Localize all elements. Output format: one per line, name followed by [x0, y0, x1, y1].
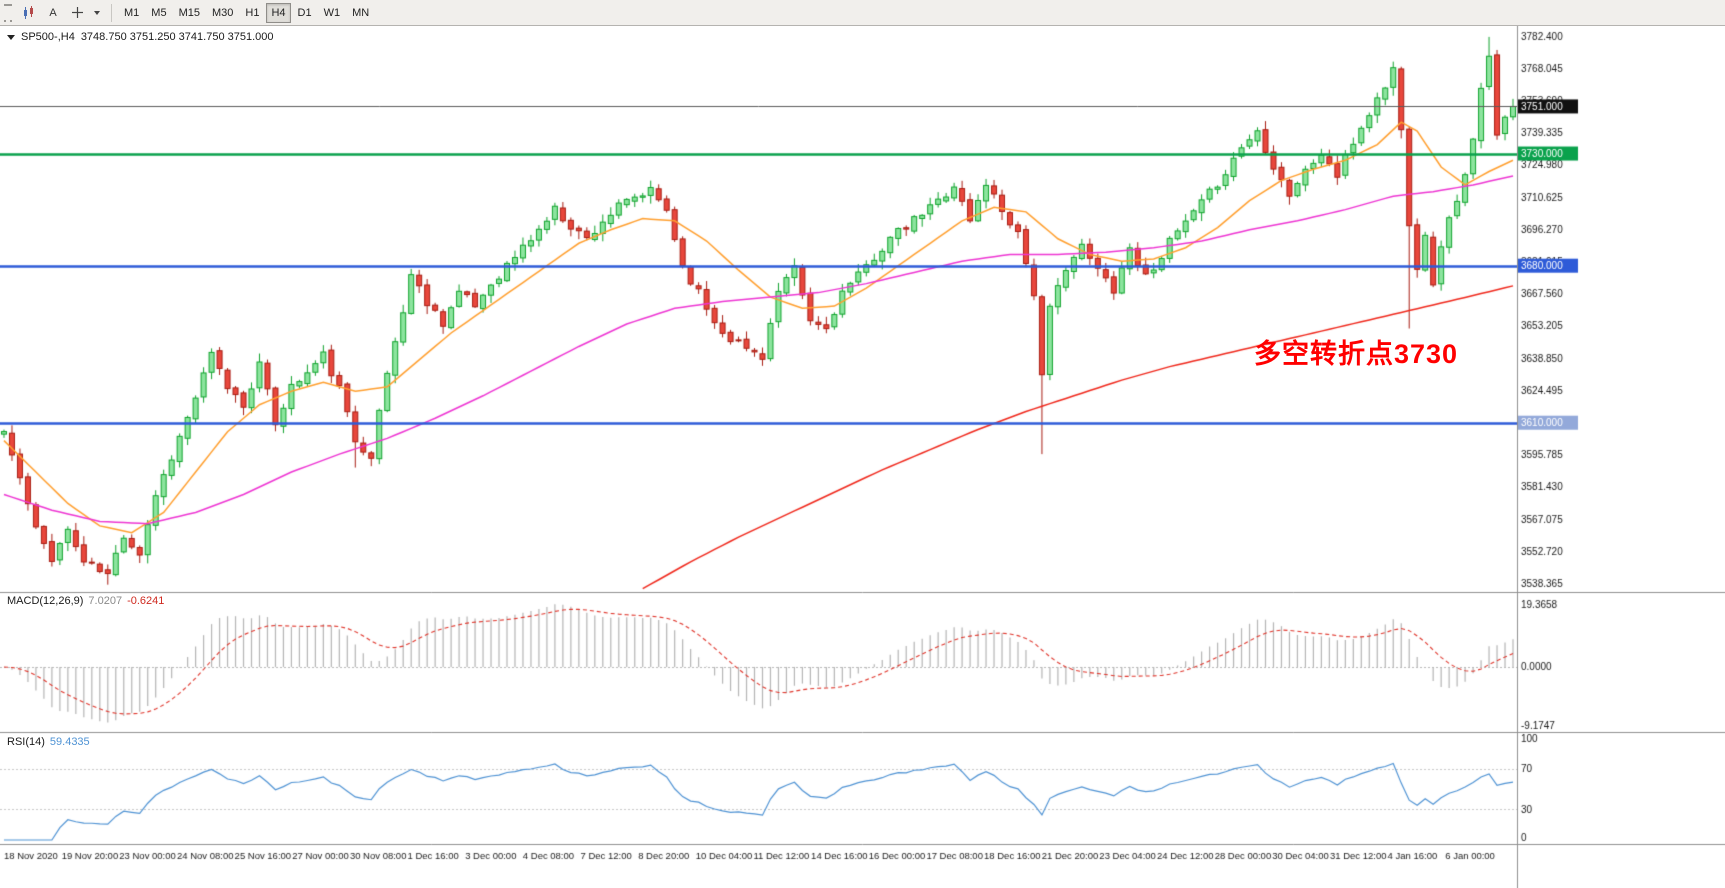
toolbar: A M1 M5 M15 M30 H1 H4 D1 W1 MN [0, 0, 1725, 26]
cursor-tool-label: A [49, 6, 57, 19]
tools-dropdown-caret[interactable] [90, 3, 104, 23]
timeframe-h1-button[interactable]: H1 [240, 3, 264, 23]
toolbar-grip-icon[interactable] [4, 3, 12, 22]
chevron-down-icon [94, 10, 100, 15]
timeframe-mn-button[interactable]: MN [347, 3, 374, 23]
symbol-dropdown-icon[interactable] [7, 34, 15, 40]
timeframe-m5-button[interactable]: M5 [146, 3, 171, 23]
candlestick-icon [24, 5, 33, 19]
timeframe-w1-button[interactable]: W1 [319, 3, 346, 23]
price-chart-canvas[interactable] [0, 26, 1725, 888]
timeframe-m1-button[interactable]: M1 [119, 3, 144, 23]
timeframe-d1-button[interactable]: D1 [293, 3, 317, 23]
timeframe-h4-button[interactable]: H4 [266, 2, 291, 23]
chart-area: SP500-,H4 3748.750 3751.250 3741.750 375… [0, 26, 1725, 888]
chart-annotation-text[interactable]: 多空转折点3730 [1254, 339, 1459, 369]
cursor-tool-button[interactable]: A [42, 3, 64, 23]
toolbar-separator [111, 3, 112, 22]
timeframe-m15-button[interactable]: M15 [174, 3, 205, 23]
timeframe-m30-button[interactable]: M30 [207, 3, 238, 23]
crosshair-tool-button[interactable] [66, 3, 88, 23]
chart-window-icon[interactable] [18, 3, 40, 23]
crosshair-icon [71, 7, 83, 18]
